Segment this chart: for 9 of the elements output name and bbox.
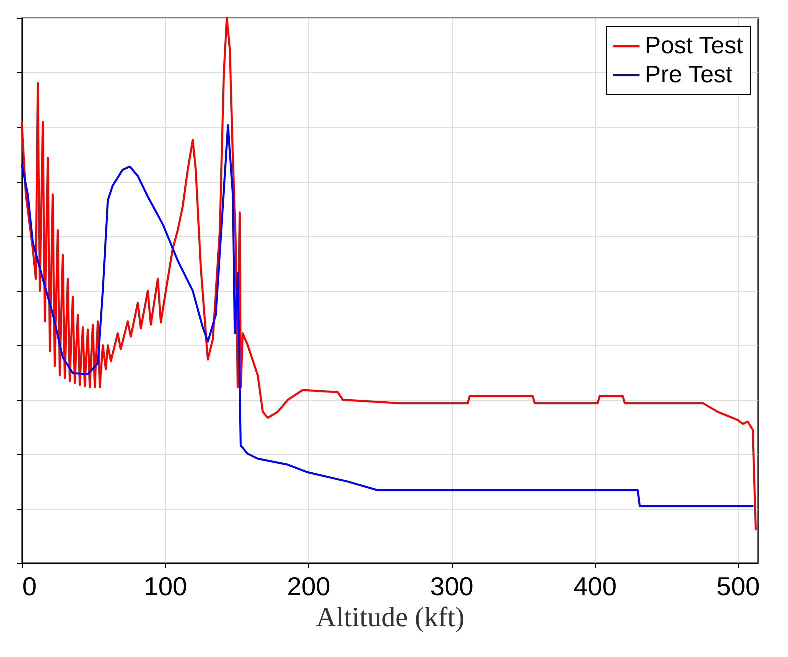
x-tick-label: 500 [716,572,760,602]
x-tick-label: 100 [144,572,188,602]
x-tick-label: 200 [287,572,331,602]
x-axis-title: Altitude (kft) [316,602,465,634]
legend-label: Pre Test [645,62,733,88]
legend-label: Post Test [645,32,744,60]
x-tick-label: 300 [430,572,474,602]
x-tick-label: 0 [22,572,37,602]
x-tick-label: 400 [574,572,617,602]
